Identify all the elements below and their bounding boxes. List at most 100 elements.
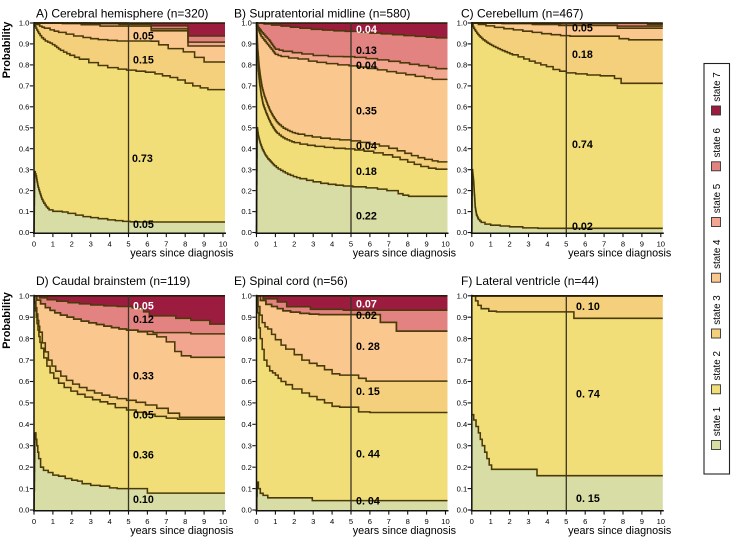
svg-text:0.2: 0.2 [457, 186, 468, 195]
svg-text:0.9: 0.9 [19, 40, 30, 49]
svg-text:0.33: 0.33 [133, 371, 154, 383]
svg-text:0.1: 0.1 [241, 207, 252, 216]
svg-text:1.0: 1.0 [19, 19, 30, 28]
svg-text:1: 1 [489, 517, 493, 526]
svg-text:9: 9 [424, 239, 428, 248]
svg-text:0. 74: 0. 74 [576, 389, 600, 401]
svg-text:5: 5 [349, 517, 353, 526]
svg-text:0.4: 0.4 [457, 420, 468, 429]
svg-text:3: 3 [89, 517, 93, 526]
svg-text:0.9: 0.9 [457, 313, 468, 322]
svg-text:0.2: 0.2 [19, 186, 30, 195]
svg-text:8: 8 [621, 517, 625, 526]
svg-text:0.6: 0.6 [241, 377, 252, 386]
svg-text:5: 5 [126, 239, 130, 248]
svg-text:0.6: 0.6 [19, 377, 30, 386]
svg-text:0.0: 0.0 [19, 506, 30, 515]
svg-text:0: 0 [32, 239, 36, 248]
svg-text:0.13: 0.13 [356, 45, 377, 57]
svg-text:0: 0 [470, 517, 474, 526]
svg-text:0.2: 0.2 [19, 463, 30, 472]
svg-text:0.6: 0.6 [457, 377, 468, 386]
svg-text:0.7: 0.7 [457, 356, 468, 365]
svg-text:10: 10 [441, 517, 449, 526]
svg-text:3: 3 [311, 517, 315, 526]
svg-text:0.73: 0.73 [132, 153, 153, 165]
svg-text:1.0: 1.0 [457, 292, 468, 301]
svg-text:6: 6 [145, 239, 149, 248]
svg-text:0.7: 0.7 [241, 356, 252, 365]
svg-text:0.10: 0.10 [133, 494, 154, 506]
svg-text:0.02: 0.02 [356, 310, 377, 322]
svg-text:0.2: 0.2 [241, 186, 252, 195]
svg-text:state 5: state 5 [712, 183, 723, 213]
svg-text:2: 2 [292, 239, 296, 248]
svg-text:years since diagnosis: years since diagnosis [130, 525, 234, 537]
svg-text:0.1: 0.1 [241, 484, 252, 493]
svg-text:0.5: 0.5 [457, 399, 468, 408]
svg-text:0.0: 0.0 [457, 506, 468, 515]
svg-text:0.3: 0.3 [19, 441, 30, 450]
svg-text:0.3: 0.3 [457, 441, 468, 450]
svg-text:0.05: 0.05 [133, 301, 154, 313]
svg-text:6: 6 [583, 239, 587, 248]
svg-text:1: 1 [273, 239, 277, 248]
svg-text:E) Spinal cord (n=56): E) Spinal cord (n=56) [234, 274, 348, 288]
svg-text:0.9: 0.9 [241, 40, 252, 49]
svg-text:0.18: 0.18 [356, 166, 377, 178]
svg-text:0.8: 0.8 [19, 334, 30, 343]
svg-text:Probability: Probability [1, 291, 13, 349]
svg-text:10: 10 [219, 517, 227, 526]
svg-text:state 3: state 3 [712, 295, 723, 325]
svg-text:0.6: 0.6 [241, 103, 252, 112]
svg-text:0.36: 0.36 [133, 450, 154, 462]
svg-text:0.12: 0.12 [133, 314, 154, 326]
svg-text:state 6: state 6 [712, 128, 723, 158]
svg-text:0.3: 0.3 [457, 165, 468, 174]
svg-text:7: 7 [602, 517, 606, 526]
svg-text:0: 0 [470, 239, 474, 248]
svg-text:2: 2 [292, 517, 296, 526]
svg-text:4: 4 [330, 239, 334, 248]
svg-text:0.5: 0.5 [19, 399, 30, 408]
svg-text:F) Lateral ventricle (n=44): F) Lateral ventricle (n=44) [461, 274, 599, 288]
svg-text:0.5: 0.5 [241, 399, 252, 408]
svg-text:1.0: 1.0 [241, 292, 252, 301]
svg-text:5: 5 [564, 517, 568, 526]
svg-text:0.4: 0.4 [19, 144, 30, 153]
svg-text:5: 5 [126, 517, 130, 526]
svg-text:0.4: 0.4 [241, 144, 252, 153]
svg-text:0.0: 0.0 [19, 228, 30, 237]
svg-text:0.3: 0.3 [241, 165, 252, 174]
svg-text:9: 9 [202, 517, 206, 526]
svg-text:0.5: 0.5 [457, 123, 468, 132]
svg-text:0.4: 0.4 [241, 420, 252, 429]
svg-text:0: 0 [32, 517, 36, 526]
svg-text:0.8: 0.8 [241, 334, 252, 343]
svg-text:10: 10 [657, 239, 665, 248]
svg-text:0: 0 [254, 239, 258, 248]
svg-text:0.0: 0.0 [457, 228, 468, 237]
svg-text:0.2: 0.2 [241, 463, 252, 472]
svg-text:0.7: 0.7 [19, 356, 30, 365]
svg-text:0. 15: 0. 15 [576, 493, 600, 505]
svg-text:years since diagnosis: years since diagnosis [568, 525, 672, 537]
svg-text:0.3: 0.3 [19, 165, 30, 174]
svg-text:0.3: 0.3 [241, 441, 252, 450]
svg-text:3: 3 [526, 517, 530, 526]
svg-text:0.7: 0.7 [457, 82, 468, 91]
svg-text:7: 7 [387, 239, 391, 248]
svg-text:1.0: 1.0 [457, 19, 468, 28]
svg-text:3: 3 [89, 239, 93, 248]
svg-text:1: 1 [489, 239, 493, 248]
svg-text:0.02: 0.02 [572, 221, 593, 233]
svg-text:years since diagnosis: years since diagnosis [568, 248, 672, 260]
svg-text:0.05: 0.05 [133, 31, 154, 43]
svg-text:8: 8 [183, 517, 187, 526]
svg-text:B) Supratentorial midline (n=5: B) Supratentorial midline (n=580) [234, 7, 410, 21]
svg-text:1: 1 [51, 517, 55, 526]
svg-text:1.0: 1.0 [241, 19, 252, 28]
svg-text:state 7: state 7 [712, 72, 723, 101]
svg-text:4: 4 [545, 239, 549, 248]
svg-text:0.8: 0.8 [241, 61, 252, 70]
